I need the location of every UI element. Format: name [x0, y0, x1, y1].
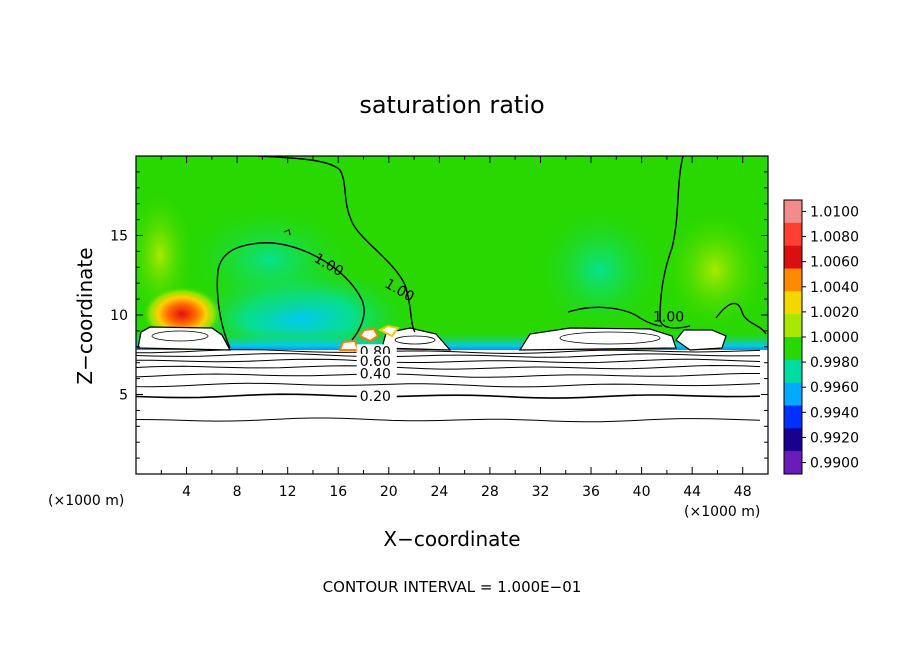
x-tick-label: 16: [329, 484, 347, 500]
contour-line-1.00: [257, 156, 416, 333]
contour-line-lower: [136, 353, 761, 358]
colorbar-swatch: [784, 451, 802, 475]
y-tick-label: 10: [110, 308, 128, 324]
y-tick-label: 5: [119, 388, 128, 404]
colorbar-swatch: [784, 382, 802, 406]
colorbar-swatch: [784, 222, 802, 246]
contour-line-1.00: [659, 156, 691, 329]
x-tick-label: 32: [532, 484, 550, 500]
colorbar-swatch: [784, 268, 802, 292]
colorbar-label: 0.9900: [810, 456, 859, 472]
contour-line-lower: [136, 382, 761, 388]
x-tick-label: 12: [279, 484, 297, 500]
contour-label-bg: [356, 388, 397, 404]
colorbar-swatch: [784, 359, 802, 383]
contour-line-lower: [136, 393, 761, 399]
contour-line-lower: [136, 364, 761, 370]
y-axis-title: Z−coordinate: [73, 247, 97, 384]
cloud-patch: [377, 324, 400, 338]
colorbar-label: 0.9980: [810, 355, 859, 371]
x-tick-label: 44: [683, 484, 701, 500]
cloud-patch: [338, 339, 360, 351]
contour-label: 0.40: [360, 367, 391, 383]
cloud-patch: [381, 327, 452, 351]
x-axis-title: X−coordinate: [383, 527, 520, 551]
contour-label: 0.60: [360, 354, 391, 370]
field-blob-cyan-right: [530, 200, 670, 340]
x-tick-label: 36: [582, 484, 600, 500]
colorbar-label: 1.0000: [810, 330, 859, 346]
x-tick-label: 28: [481, 484, 499, 500]
colorbar-label: 0.9960: [810, 380, 859, 396]
x-tick-label: 40: [633, 484, 651, 500]
colorbar-label: 1.0060: [810, 255, 859, 271]
x-axis: 4 8 12 16 20 24 28 32 36 40 44 48: [160, 156, 752, 500]
colorbar-label: 1.0100: [810, 204, 859, 220]
x-tick-label: 48: [734, 484, 752, 500]
y-tick-label: 15: [110, 229, 128, 245]
contour-label-group: 1.001.001.000.800.600.400.20: [311, 251, 684, 405]
contour-label-bg: [356, 353, 397, 369]
colorbar-label: 1.0040: [810, 280, 859, 296]
contour-line-1.00: [567, 306, 663, 327]
contour-line-lower: [136, 358, 761, 364]
field-lower-white: [136, 350, 768, 474]
colorbar-label: 0.9920: [810, 430, 859, 446]
contour-line-1.00: [283, 229, 291, 236]
contour-line-1.00: [715, 302, 767, 335]
field-blob-yellow-right: [660, 205, 768, 335]
cloud-patch: [358, 327, 380, 343]
contour-line-lower: [136, 373, 760, 378]
x-tick-label: 24: [430, 484, 448, 500]
colorbar: 1.0100 1.0080 1.0060 1.0040 1.0020 1.0000 0.99…: [783, 199, 859, 475]
colorbar-swatch: [784, 428, 802, 452]
colorbar-swatch: [784, 245, 802, 269]
x-tick-label: 4: [182, 484, 191, 500]
lower-contour-group: [136, 349, 761, 423]
cloud-patch-inner: [394, 335, 436, 345]
y-axis: 5 10 15: [110, 171, 768, 459]
x-tick-label: 20: [380, 484, 398, 500]
contour-interval-note: CONTOUR INTERVAL = 1.000E−01: [323, 578, 582, 596]
colorbar-swatch: [784, 314, 802, 338]
colorbar-swatch: [784, 405, 802, 429]
contour-line-lower: [136, 349, 761, 354]
cloud-patch: [518, 327, 677, 351]
x-tick-label: 8: [233, 484, 242, 500]
colorbar-swatch: [784, 200, 802, 224]
colorbar-label: 0.9940: [810, 405, 859, 421]
cloud-patch: [137, 326, 232, 351]
cloud-patch-inner: [559, 331, 661, 345]
plot-area: [136, 156, 768, 474]
contour-line-lower: [136, 417, 761, 423]
chart-title: saturation ratio: [359, 91, 544, 119]
contour-line-1.00: [216, 242, 365, 349]
contour-label: 0.20: [360, 389, 391, 405]
field-blob-teal-left: [175, 200, 365, 320]
colorbar-label: 1.0020: [810, 305, 859, 321]
contour-label: 1.00: [653, 309, 684, 325]
z-unit-label: (×1000 m): [684, 504, 760, 520]
cloud-patch-inner: [151, 330, 209, 342]
colorbar-swatch: [784, 337, 802, 361]
colorbar-swatch: [784, 291, 802, 315]
cloud-patch: [675, 329, 727, 351]
x-unit-label: (×1000 m): [48, 493, 124, 509]
colorbar-label: 1.0080: [810, 230, 859, 246]
contour-label-bg: [356, 366, 397, 382]
